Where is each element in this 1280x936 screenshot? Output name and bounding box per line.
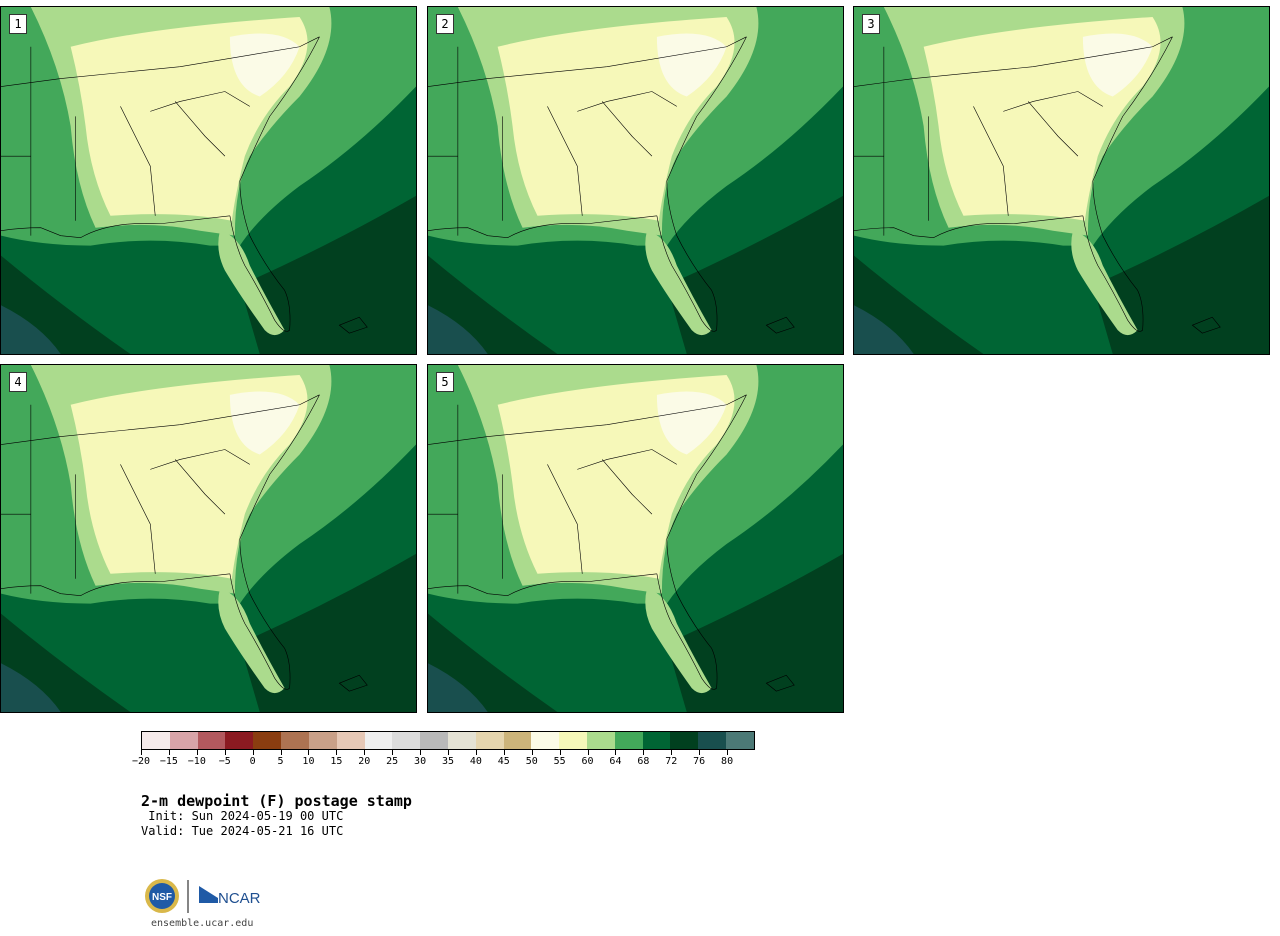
- colorbar-tick: [392, 750, 394, 755]
- colorbar-swatch: [447, 732, 476, 749]
- dewpoint-colorbar: [141, 731, 755, 750]
- colorbar-tick-label: 80: [721, 756, 734, 767]
- colorbar-tick-label: 76: [693, 756, 706, 767]
- colorbar-swatch: [503, 732, 532, 749]
- colorbar-tick-label: 64: [609, 756, 622, 767]
- colorbar-tick: [224, 750, 226, 755]
- colorbar-swatch: [698, 732, 727, 749]
- dewpoint-map: [1, 365, 416, 712]
- colorbar-tick: [196, 750, 198, 755]
- colorbar-tick: [336, 750, 338, 755]
- colorbar-tick-label: −10: [187, 756, 206, 767]
- colorbar-tick-label: 60: [581, 756, 594, 767]
- dewpoint-map: [428, 365, 843, 712]
- colorbar-swatch: [587, 732, 615, 749]
- colorbar-tick-label: 0: [249, 756, 256, 767]
- dewpoint-map: [1, 7, 416, 354]
- colorbar-tick-label: 25: [386, 756, 399, 767]
- colorbar-tick: [671, 750, 673, 755]
- colorbar-tick-label: 10: [302, 756, 315, 767]
- colorbar-swatch: [475, 732, 504, 749]
- nsf-logo-icon: NSF: [145, 879, 179, 913]
- colorbar-tick-label: 55: [553, 756, 566, 767]
- member-panel-5: 5: [427, 364, 844, 713]
- panel-number-label: 1: [9, 14, 27, 34]
- panel-number-label: 5: [436, 372, 454, 392]
- member-panel-2: 2: [427, 6, 844, 355]
- colorbar-tick: [252, 750, 254, 755]
- colorbar-tick: [559, 750, 561, 755]
- colorbar-swatch: [197, 732, 226, 749]
- colorbar-swatch: [559, 732, 587, 749]
- nsf-ncar-logos: NSF NCAR: [145, 879, 261, 913]
- colorbar-swatch: [392, 732, 421, 749]
- panel-number-label: 3: [862, 14, 880, 34]
- dewpoint-map: [854, 7, 1269, 354]
- colorbar-tick: [699, 750, 701, 755]
- colorbar-tick: [308, 750, 310, 755]
- colorbar-swatch: [420, 732, 448, 749]
- colorbar-tick-label: −20: [131, 756, 151, 767]
- colorbar-swatch: [225, 732, 254, 749]
- colorbar-tick: [727, 750, 729, 755]
- member-panel-4: 4: [0, 364, 417, 713]
- colorbar-tick: [448, 750, 449, 755]
- colorbar-swatch: [281, 732, 309, 749]
- colorbar-swatch: [253, 732, 282, 749]
- colorbar-tick-label: 15: [330, 756, 343, 767]
- figure-title: 2-m dewpoint (F) postage stamp: [141, 792, 412, 810]
- colorbar-swatch: [308, 732, 337, 749]
- colorbar-tick: [587, 750, 589, 755]
- valid-time: Valid: Tue 2024-05-21 16 UTC: [141, 824, 344, 838]
- colorbar-tick-label: 30: [414, 756, 427, 767]
- colorbar-swatch: [614, 732, 643, 749]
- member-panel-1: 1: [0, 6, 417, 355]
- colorbar-swatch: [670, 732, 699, 749]
- svg-text:NSF: NSF: [152, 892, 172, 903]
- colorbar-tick: [615, 750, 617, 755]
- colorbar-tick-label: 68: [637, 756, 650, 767]
- colorbar-tick-label: 72: [665, 756, 678, 767]
- colorbar-ticks: −20 −15 −10 −5 0 5 10 15 20 25 30 35 40 45 50 55 60 64 68 7…: [132, 750, 755, 770]
- panel-number-label: 2: [436, 14, 454, 34]
- colorbar-tick-label: 45: [497, 756, 510, 767]
- colorbar-swatch: [726, 732, 754, 749]
- svg-text:NCAR: NCAR: [218, 890, 261, 907]
- dewpoint-map: [428, 7, 843, 354]
- colorbar-tick-label: −15: [159, 756, 178, 767]
- colorbar-tick-label: 40: [469, 756, 482, 767]
- colorbar-tick: [475, 750, 477, 755]
- colorbar-swatch: [169, 732, 198, 749]
- colorbar-tick: [168, 750, 170, 755]
- colorbar-tick: [364, 750, 366, 755]
- website-url: ensemble.ucar.edu: [151, 918, 254, 929]
- colorbar-tick-label: 50: [525, 756, 538, 767]
- panel-number-label: 4: [9, 372, 27, 392]
- colorbar-tick: [503, 750, 505, 755]
- colorbar-tick-label: −5: [218, 756, 231, 767]
- colorbar-swatch: [364, 732, 393, 749]
- colorbar-tick: [280, 750, 282, 755]
- colorbar-tick-label: 5: [277, 756, 284, 767]
- colorbar-tick: [531, 750, 533, 755]
- colorbar-swatch: [531, 732, 560, 749]
- ncar-logo-icon: NCAR: [199, 886, 261, 907]
- colorbar-tick-label: 35: [441, 756, 455, 767]
- colorbar-tick-label: 20: [358, 756, 371, 767]
- colorbar-swatch: [142, 732, 170, 749]
- member-panel-3: 3: [853, 6, 1270, 355]
- colorbar-swatch: [336, 732, 365, 749]
- colorbar-swatch: [642, 732, 671, 749]
- init-time: Init: Sun 2024-05-19 00 UTC: [141, 809, 344, 823]
- colorbar-tick: [420, 750, 422, 755]
- colorbar-tick: [643, 750, 645, 755]
- colorbar-tick: [141, 750, 142, 755]
